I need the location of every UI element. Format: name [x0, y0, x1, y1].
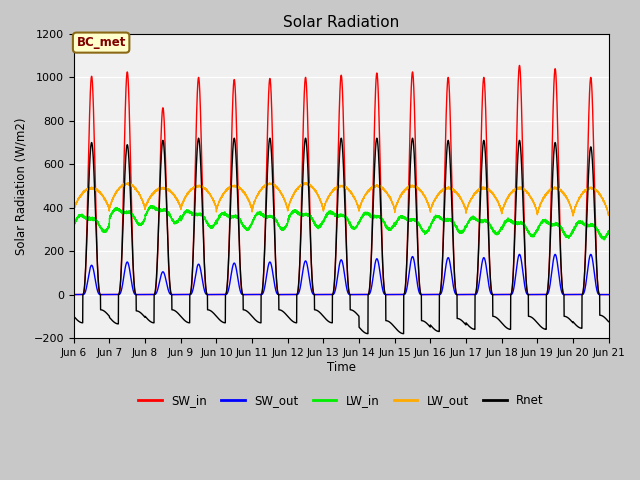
SW_out	[575, 292, 583, 298]
SW_out	[461, 292, 468, 298]
SW_in	[516, 62, 524, 68]
Rnet	[364, 331, 372, 336]
SW_in	[461, 292, 468, 298]
LW_in	[582, 223, 590, 229]
SW_out	[582, 279, 590, 285]
LW_out	[70, 208, 77, 214]
LW_in	[148, 203, 156, 209]
LW_in	[323, 212, 331, 217]
LW_out	[323, 197, 331, 203]
LW_out	[576, 194, 584, 200]
SW_out	[605, 292, 612, 298]
LW_out	[252, 196, 259, 202]
SW_in	[70, 292, 77, 298]
Rnet	[252, 317, 259, 323]
LW_in	[605, 230, 612, 236]
Rnet	[576, 325, 584, 331]
SW_in	[476, 199, 484, 205]
Line: LW_in: LW_in	[74, 206, 609, 240]
LW_in	[252, 213, 259, 219]
Line: SW_in: SW_in	[74, 65, 609, 295]
LW_in	[600, 237, 608, 243]
Rnet	[461, 321, 468, 326]
Rnet	[476, 212, 484, 217]
LW_out	[476, 186, 484, 192]
Line: LW_out: LW_out	[74, 183, 609, 216]
Y-axis label: Solar Radiation (W/m2): Solar Radiation (W/m2)	[15, 117, 28, 255]
Rnet	[605, 319, 612, 324]
LW_out	[582, 187, 590, 192]
Line: Rnet: Rnet	[74, 138, 609, 334]
SW_in	[575, 292, 583, 298]
LW_out	[569, 213, 577, 219]
Line: SW_out: SW_out	[74, 254, 609, 295]
Text: BC_met: BC_met	[76, 36, 126, 49]
SW_in	[323, 292, 331, 298]
Rnet	[323, 317, 331, 323]
Title: Solar Radiation: Solar Radiation	[283, 15, 399, 30]
Rnet	[582, 234, 590, 240]
SW_out	[252, 292, 259, 298]
SW_out	[476, 276, 484, 282]
LW_in	[70, 222, 77, 228]
X-axis label: Time: Time	[326, 360, 356, 373]
LW_out	[605, 213, 612, 218]
SW_in	[252, 292, 259, 298]
SW_out	[323, 292, 331, 298]
Rnet	[195, 135, 202, 141]
SW_in	[582, 224, 590, 229]
LW_in	[575, 219, 583, 225]
SW_out	[516, 252, 524, 257]
Rnet	[70, 313, 77, 319]
LW_in	[461, 226, 468, 231]
LW_out	[125, 180, 132, 186]
Legend: SW_in, SW_out, LW_in, LW_out, Rnet: SW_in, SW_out, LW_in, LW_out, Rnet	[134, 390, 548, 412]
LW_in	[476, 218, 484, 224]
SW_in	[605, 292, 612, 298]
LW_out	[461, 204, 468, 210]
SW_out	[70, 292, 77, 298]
